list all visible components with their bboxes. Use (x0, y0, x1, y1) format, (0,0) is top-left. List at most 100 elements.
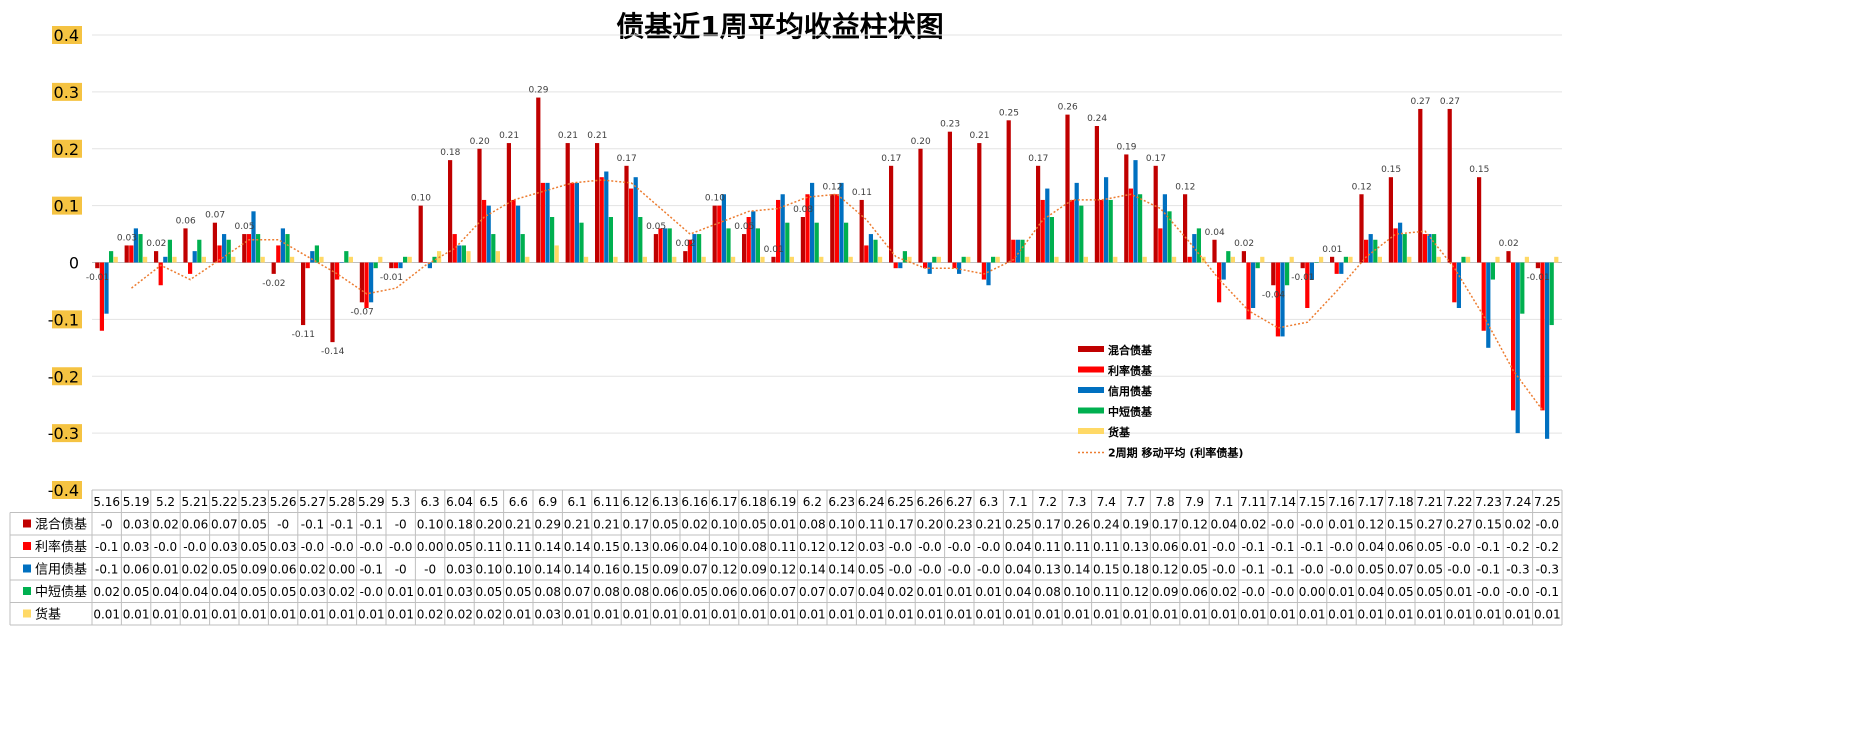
bar-5-10 (378, 256, 383, 263)
data-label: 0.18 (440, 148, 460, 158)
data-label: 0.24 (1087, 114, 1107, 124)
bar-3-28 (898, 262, 903, 269)
table-cell: 0.23 (946, 518, 973, 532)
bar-1-44 (1359, 194, 1364, 263)
table-cell: 0.01 (770, 608, 797, 622)
table-cell: -0.0 (330, 540, 353, 554)
table-cell: 0.07 (564, 585, 591, 599)
table-cell: -0.0 (360, 585, 383, 599)
bar-2-40 (1246, 262, 1251, 320)
data-label: -0.01 (1526, 273, 1549, 283)
table-cell: 0.01 (1181, 540, 1208, 554)
legend-label-trendline: 2周期 移动平均 (利率债基) (1108, 446, 1243, 460)
table-cell: 0.01 (152, 608, 179, 622)
table-cell: 0.14 (1064, 563, 1091, 577)
bar-2-48 (1481, 262, 1486, 331)
table-cell: 0.05 (211, 563, 238, 577)
y-tick-highlight (52, 139, 82, 158)
bar-4-7 (285, 234, 290, 263)
bar-1-50 (1535, 262, 1540, 269)
data-label: 0.29 (528, 86, 548, 96)
table-cell: 0.11 (1093, 585, 1120, 599)
bar-5-1 (113, 256, 118, 263)
bar-5-2 (143, 256, 148, 263)
bar-4-27 (873, 239, 878, 263)
bar-1-32 (1006, 120, 1011, 263)
bar-2-26 (834, 194, 839, 263)
bar-5-15 (525, 256, 530, 263)
x-tick-label: 6.3 (979, 495, 998, 509)
y-tick-highlight (52, 424, 82, 443)
x-tick-label: 6.18 (740, 495, 767, 509)
data-label: 0.10 (411, 194, 431, 204)
bar-1-34 (1065, 114, 1070, 263)
bar-2-20 (658, 228, 663, 263)
table-cell: 0.01 (123, 608, 150, 622)
table-cell: 0.01 (1152, 608, 1179, 622)
bar-4-49 (1520, 262, 1525, 314)
bar-1-24 (771, 256, 776, 263)
bar-5-25 (819, 256, 824, 263)
bar-5-7 (290, 256, 295, 263)
data-label: -0.01 (86, 273, 109, 283)
bar-3-18 (604, 171, 609, 263)
data-label: 0.17 (881, 154, 901, 164)
bar-4-33 (1049, 217, 1054, 263)
table-cell: 0.16 (593, 563, 620, 577)
bar-4-25 (814, 222, 819, 263)
table-cell: 0.14 (828, 563, 855, 577)
table-cell: -0.0 (1271, 518, 1294, 532)
data-label: 0.21 (499, 131, 519, 141)
table-cell: 0.13 (1034, 563, 1061, 577)
bar-3-14 (486, 205, 491, 263)
table-cell: -0.1 (1271, 563, 1294, 577)
bar-2-21 (687, 239, 692, 263)
legend-label: 利率债基 (1108, 364, 1153, 378)
bar-2-5 (217, 245, 222, 263)
table-cell: -0.0 (1212, 563, 1235, 577)
table-cell: 0.11 (858, 518, 885, 532)
table-cell: 0.20 (476, 518, 503, 532)
table-cell: -0.1 (1477, 540, 1500, 554)
bar-5-11 (407, 256, 412, 263)
bar-3-31 (986, 262, 991, 286)
bar-2-28 (893, 262, 898, 269)
bar-5-44 (1377, 256, 1382, 263)
bar-1-33 (1036, 165, 1041, 263)
table-cell: 0.17 (1034, 518, 1061, 532)
table-cell: 0.01 (1211, 608, 1238, 622)
bar-4-46 (1432, 234, 1437, 263)
table-cell: 0.01 (917, 585, 944, 599)
x-tick-label: 5.19 (123, 495, 150, 509)
bar-4-20 (667, 228, 672, 263)
table-cell: 0.04 (1005, 540, 1032, 554)
bar-5-13 (466, 251, 471, 263)
bar-3-13 (457, 245, 462, 263)
bar-2-34 (1070, 199, 1075, 263)
table-cell: -0.0 (183, 540, 206, 554)
bars (95, 97, 1559, 439)
bar-3-1 (104, 262, 109, 314)
bar-1-46 (1418, 108, 1423, 263)
bar-3-24 (780, 194, 785, 263)
x-tick-label: 7.23 (1475, 495, 1502, 509)
bar-3-48 (1486, 262, 1491, 348)
table-cell: 0.01 (946, 585, 973, 599)
bar-2-46 (1422, 234, 1427, 263)
chart-title: 债基近1周平均收益柱状图 (616, 10, 943, 43)
data-label: 0.01 (764, 245, 784, 255)
table-cell: -0.3 (1506, 563, 1529, 577)
data-label: 0.02 (1499, 239, 1519, 249)
table-cell: 0.24 (1093, 518, 1120, 532)
data-label: 0.04 (1205, 228, 1225, 238)
table-cell: 0.04 (1005, 563, 1032, 577)
data-label: 0.11 (852, 188, 872, 198)
bar-4-50 (1549, 262, 1554, 326)
bar-3-22 (721, 194, 726, 263)
bar-1-3 (154, 251, 159, 263)
bar-4-10 (373, 262, 378, 269)
data-label: 0.12 (822, 182, 842, 192)
table-cell: 0.02 (93, 585, 120, 599)
bar-5-5 (231, 256, 236, 263)
bar-4-16 (550, 217, 555, 263)
